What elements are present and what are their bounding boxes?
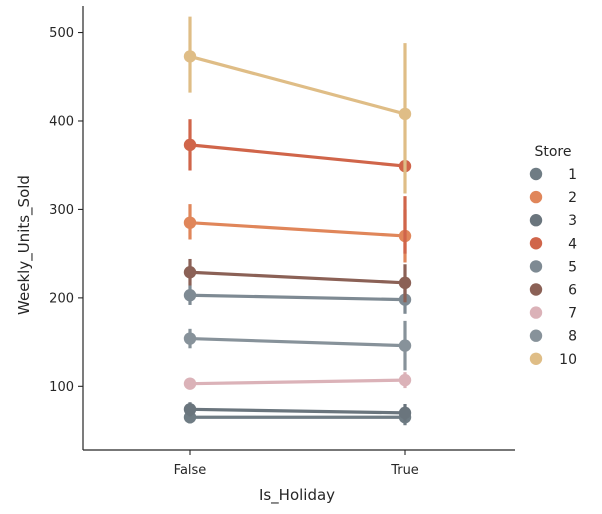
plot-area — [183, 16, 412, 426]
data-point — [398, 276, 412, 290]
y-tick-label: 100 — [49, 380, 74, 395]
series-line — [189, 54, 406, 116]
legend-title: Store — [534, 144, 571, 160]
legend: Store 1 2 3 4 5 6 7 8 10 — [529, 144, 577, 368]
series-line — [189, 407, 406, 415]
x-tick-label: False — [174, 463, 207, 478]
legend-label: 10 — [559, 352, 577, 368]
series-3 — [183, 402, 412, 422]
data-point — [183, 50, 197, 63]
x-axis: False True — [83, 449, 515, 478]
data-point — [398, 373, 412, 387]
y-axis: 100 200 300 400 500 — [49, 6, 84, 450]
data-point — [183, 138, 197, 152]
series-line — [189, 270, 406, 285]
data-point — [183, 403, 197, 416]
data-point — [183, 216, 197, 229]
legend-marker — [529, 214, 543, 227]
legend-item-5: 5 — [529, 259, 577, 275]
series-line — [189, 378, 406, 386]
legend-marker — [529, 306, 543, 319]
legend-marker — [529, 352, 543, 365]
series-line — [189, 143, 406, 168]
series-4 — [183, 119, 412, 254]
x-tick-label: True — [390, 463, 419, 478]
y-tick-label: 400 — [49, 114, 74, 129]
legend-label: 5 — [568, 259, 577, 275]
series-line — [189, 293, 406, 302]
legend-label: 3 — [568, 213, 577, 229]
legend-label: 8 — [568, 329, 577, 345]
legend-marker — [529, 283, 543, 296]
legend-marker — [529, 329, 543, 342]
series-10 — [183, 16, 412, 194]
legend-item-3: 3 — [529, 213, 577, 229]
legend-item-6: 6 — [529, 283, 577, 299]
legend-marker — [529, 167, 543, 181]
legend-label: 4 — [568, 236, 577, 252]
series-6 — [183, 258, 412, 303]
data-point — [398, 107, 412, 121]
legend-item-7: 7 — [529, 306, 577, 322]
data-point — [183, 332, 197, 345]
y-axis-label: Weekly_Units_Sold — [15, 175, 34, 315]
series-line — [189, 336, 406, 348]
legend-item-1: 1 — [529, 167, 577, 183]
legend-marker — [529, 260, 543, 273]
legend-marker — [529, 237, 543, 250]
data-point — [398, 406, 412, 420]
legend-item-10: 10 — [529, 352, 577, 368]
series-2 — [183, 204, 412, 263]
legend-item-2: 2 — [529, 190, 577, 206]
legend-label: 1 — [568, 167, 577, 183]
data-point — [398, 339, 412, 352]
data-point — [183, 289, 197, 302]
series-8 — [183, 320, 412, 371]
legend-label: 2 — [568, 190, 577, 206]
y-tick-label: 300 — [49, 203, 74, 218]
series-5 — [183, 285, 412, 314]
legend-item-4: 4 — [529, 236, 577, 252]
legend-label: 6 — [568, 283, 577, 299]
legend-marker — [529, 190, 543, 204]
data-point — [183, 377, 197, 390]
data-point — [183, 266, 197, 279]
series-7 — [183, 372, 412, 390]
legend-label: 7 — [568, 306, 577, 322]
y-tick-label: 200 — [49, 291, 74, 306]
legend-item-8: 8 — [529, 329, 577, 345]
series-line — [189, 221, 406, 238]
y-tick-label: 500 — [49, 26, 74, 41]
x-axis-label: Is_Holiday — [259, 486, 335, 505]
